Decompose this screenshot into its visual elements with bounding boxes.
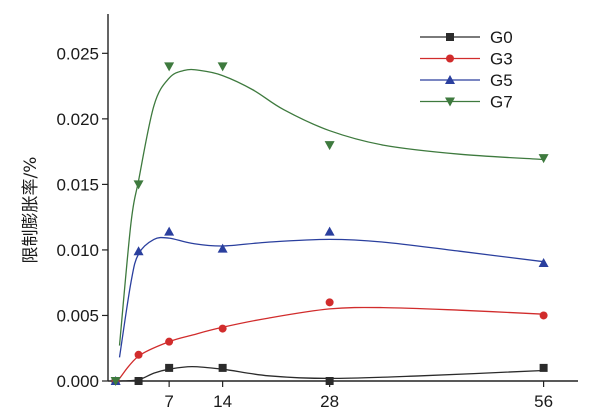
x-tick-label: 14	[213, 392, 232, 411]
y-tick-label: 0.010	[56, 241, 99, 260]
data-point-g7	[217, 62, 228, 72]
data-point-g3	[218, 324, 227, 333]
data-point-g0	[325, 377, 334, 385]
series-line-g3	[118, 306, 544, 379]
legend-label-g3: G3	[490, 50, 513, 69]
x-tick-label: 56	[534, 392, 553, 411]
y-tick-label: 0.015	[56, 175, 99, 194]
legend-label-g0: G0	[490, 28, 513, 47]
data-point-g5	[324, 226, 335, 236]
data-point-g7	[133, 180, 144, 190]
data-point-g3	[134, 350, 143, 359]
x-tick-label: 7	[164, 392, 173, 411]
legend: G0 G3 G5 G7	[420, 28, 513, 112]
y-axis-title: 限制膨胀率/%	[21, 157, 41, 264]
data-point-g7	[164, 62, 175, 72]
plot-area: 0.000 0.005 0.010 0.015 0.020 0.025 7 14 28 56	[56, 14, 578, 411]
data-point-g0	[218, 363, 227, 372]
series-curves	[118, 68, 544, 382]
x-axis-ticks: 7 14 28 56	[164, 381, 553, 411]
legend-marker-g5	[445, 75, 455, 84]
data-point-g3	[539, 311, 548, 320]
data-point-g0	[134, 377, 143, 385]
series-line-g0	[119, 365, 544, 382]
data-point-g7	[538, 154, 549, 164]
y-axis-ticks: 0.000 0.005 0.010 0.015 0.020 0.025	[56, 44, 108, 391]
data-point-g3	[325, 298, 334, 307]
y-tick-label: 0.025	[56, 44, 99, 63]
data-point-g7	[110, 377, 121, 386]
data-point-g5	[133, 246, 144, 256]
legend-marker-g3	[446, 54, 454, 63]
data-point-g5	[164, 226, 175, 236]
data-point-g3	[165, 337, 174, 346]
data-point-g0	[539, 363, 548, 372]
y-tick-label: 0.000	[56, 372, 99, 391]
legend-label-g7: G7	[490, 93, 513, 112]
legend-marker-g7	[445, 97, 455, 107]
data-point-g5	[538, 258, 549, 268]
legend-marker-g0	[446, 33, 454, 41]
x-tick-label: 28	[320, 392, 339, 411]
series-markers	[110, 62, 549, 386]
data-point-g0	[165, 363, 174, 372]
y-tick-label: 0.005	[56, 306, 99, 325]
data-point-g5	[217, 243, 228, 253]
series-line-g5	[118, 236, 544, 358]
legend-label-g5: G5	[490, 71, 513, 90]
y-tick-label: 0.020	[56, 110, 99, 129]
data-point-g7	[324, 141, 335, 151]
